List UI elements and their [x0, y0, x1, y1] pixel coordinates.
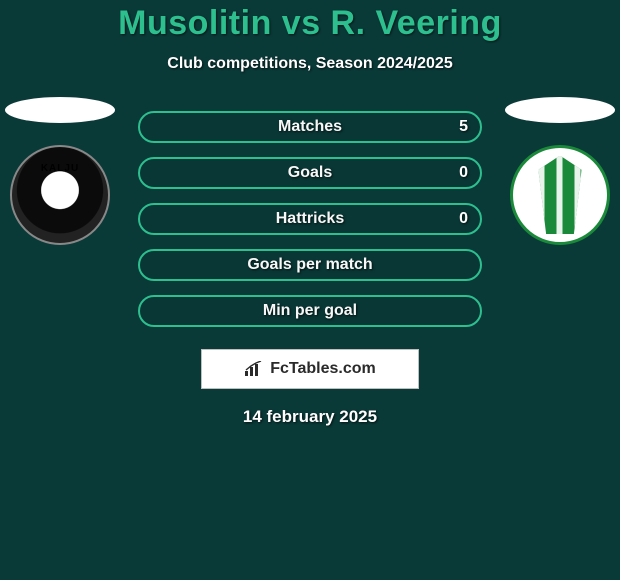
- stat-label: Min per goal: [263, 302, 357, 320]
- bar-chart-icon: [244, 361, 264, 377]
- club-badge-right: [510, 145, 610, 245]
- stat-label: Matches: [278, 118, 342, 136]
- stat-row-goals: Goals 0: [138, 157, 482, 189]
- stats-list: Matches 5 Goals 0 Hattricks 0 Goals per …: [138, 111, 482, 327]
- brand-link[interactable]: FcTables.com: [201, 349, 419, 389]
- player-right-column: [500, 97, 620, 245]
- stat-row-min-per-goal: Min per goal: [138, 295, 482, 327]
- stat-value-right: 0: [459, 164, 468, 182]
- stats-area: Matches 5 Goals 0 Hattricks 0 Goals per …: [0, 111, 620, 427]
- stat-label: Goals: [288, 164, 332, 182]
- stat-row-hattricks: Hattricks 0: [138, 203, 482, 235]
- player-left-avatar: [5, 97, 115, 123]
- stat-row-goals-per-match: Goals per match: [138, 249, 482, 281]
- stat-row-matches: Matches 5: [138, 111, 482, 143]
- page-root: Musolitin vs R. Veering Club competition…: [0, 0, 620, 427]
- stat-value-right: 0: [459, 210, 468, 228]
- stat-label: Goals per match: [247, 256, 372, 274]
- club-badge-left: [10, 145, 110, 245]
- date-label: 14 february 2025: [0, 407, 620, 427]
- page-subtitle: Club competitions, Season 2024/2025: [0, 55, 620, 73]
- brand-label: FcTables.com: [270, 360, 376, 378]
- player-right-avatar: [505, 97, 615, 123]
- player-left-column: [0, 97, 120, 245]
- stat-value-right: 5: [459, 118, 468, 136]
- page-title: Musolitin vs R. Veering: [0, 4, 620, 43]
- stat-label: Hattricks: [276, 210, 344, 228]
